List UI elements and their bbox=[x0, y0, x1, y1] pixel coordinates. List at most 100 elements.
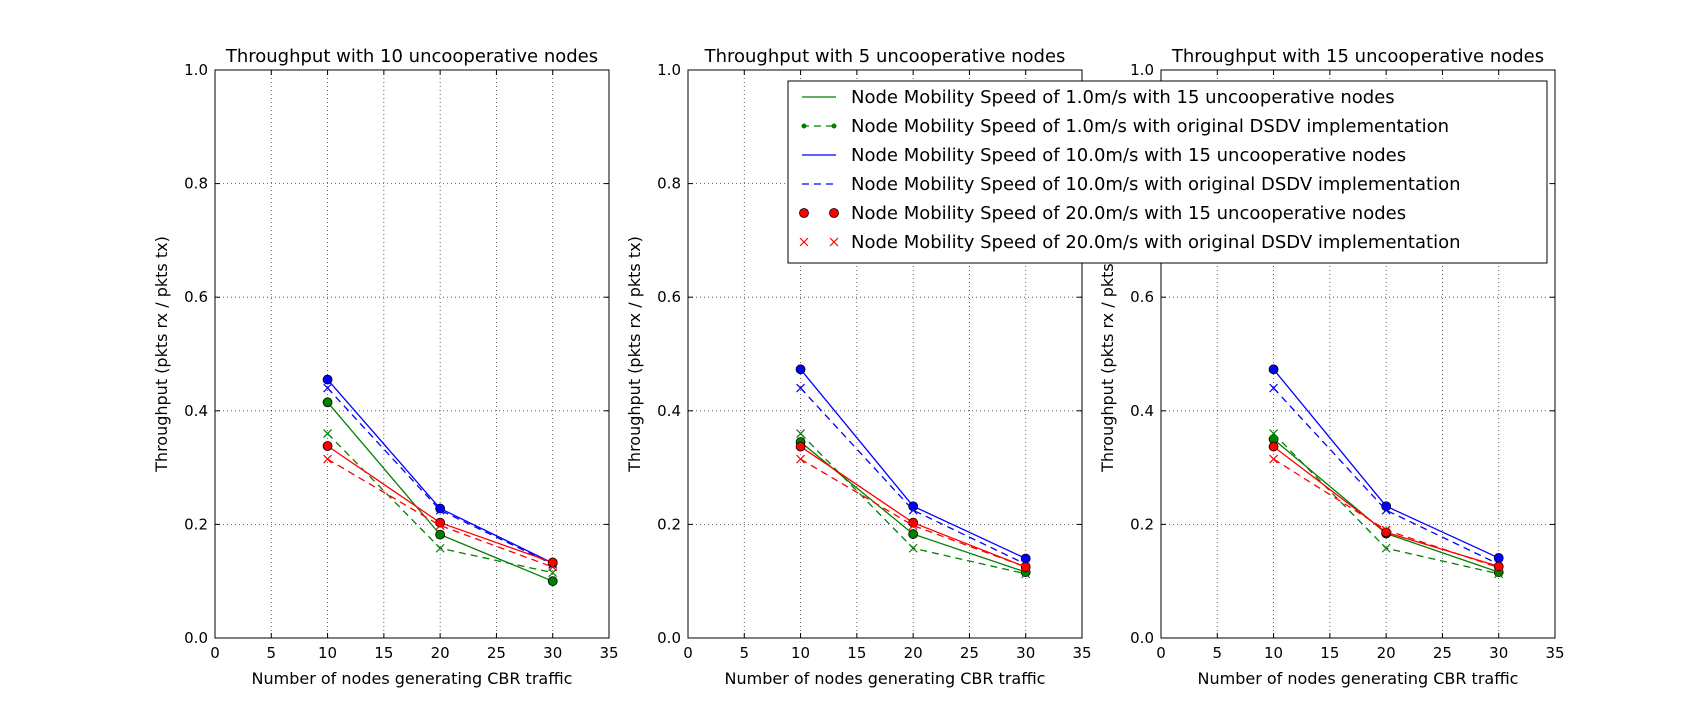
data-point bbox=[547, 557, 558, 568]
data-point bbox=[1381, 543, 1391, 553]
data-point bbox=[908, 521, 918, 530]
y-tick-label: 0.8 bbox=[657, 175, 681, 193]
data-point bbox=[795, 364, 806, 375]
x-tick-label: 30 bbox=[1016, 644, 1035, 662]
data-point bbox=[322, 397, 333, 408]
y-tick-label: 0.2 bbox=[1130, 515, 1154, 533]
data-point bbox=[908, 529, 919, 539]
data-point bbox=[796, 429, 805, 438]
y-tick-label: 0.0 bbox=[657, 629, 681, 647]
data-point bbox=[323, 383, 332, 393]
y-tick-label: 0.4 bbox=[184, 402, 208, 420]
legend-marker bbox=[801, 123, 807, 129]
x-tick-label: 35 bbox=[599, 644, 618, 662]
series-line bbox=[327, 458, 553, 568]
data-point bbox=[1021, 562, 1031, 572]
x-tick-label: 0 bbox=[683, 644, 693, 662]
data-point bbox=[548, 562, 558, 572]
data-point bbox=[1494, 563, 1504, 572]
x-tick-label: 25 bbox=[960, 644, 979, 662]
x-tick-label: 5 bbox=[1213, 644, 1223, 662]
legend-entry: Node Mobility Speed of 20.0m/s with 15 u… bbox=[799, 203, 1406, 224]
y-axis-label: Throughput (pkts rx / pkts tx) bbox=[152, 236, 171, 473]
x-tick-label: 0 bbox=[1156, 644, 1166, 662]
legend-marker bbox=[799, 237, 809, 247]
x-tick-label: 15 bbox=[1320, 644, 1339, 662]
data-point bbox=[908, 505, 918, 515]
chart-panel-1: 0 5 10 15 20 25 30 35 0.0 0.2 0.4 0.6 0.8 1.0 Throughp… bbox=[152, 46, 619, 688]
x-tick-label: 25 bbox=[1433, 644, 1452, 662]
legend-marker bbox=[829, 237, 839, 247]
x-axis-label: Number of nodes generating CBR traffic bbox=[1198, 669, 1519, 688]
legend-marker bbox=[831, 123, 837, 129]
chart-title: Throughput with 5 uncooperative nodes bbox=[704, 46, 1066, 67]
legend-marker bbox=[799, 208, 809, 218]
y-tick-label: 1.0 bbox=[657, 61, 681, 79]
x-axis-label: Number of nodes generating CBR traffic bbox=[252, 669, 573, 688]
data-point bbox=[1269, 383, 1278, 393]
x-tick-label: 15 bbox=[374, 644, 393, 662]
x-tick-label: 20 bbox=[904, 644, 923, 662]
legend-entry: Node Mobility Speed of 1.0m/s with origi… bbox=[801, 116, 1449, 137]
x-tick-label: 35 bbox=[1545, 644, 1564, 662]
data-point bbox=[323, 429, 332, 438]
series-line bbox=[1273, 458, 1499, 569]
x-tick-label: 10 bbox=[791, 644, 810, 662]
y-axis-label: Throughput (pkts rx / pkts tx) bbox=[625, 236, 644, 473]
axes-frame bbox=[687, 69, 1083, 639]
legend-entry: Node Mobility Speed of 1.0m/s with 15 un… bbox=[802, 87, 1395, 108]
data-point bbox=[1268, 441, 1279, 452]
chart-title: Throughput with 15 uncooperative nodes bbox=[1171, 46, 1544, 67]
legend-entry: Node Mobility Speed of 20.0m/s with orig… bbox=[799, 232, 1461, 253]
legend-label: Node Mobility Speed of 1.0m/s with origi… bbox=[851, 116, 1449, 137]
x-tick-label: 30 bbox=[1489, 644, 1508, 662]
x-tick-label: 5 bbox=[267, 644, 277, 662]
series-line bbox=[800, 458, 1026, 568]
x-tick-label: 30 bbox=[543, 644, 562, 662]
y-tick-label: 0.6 bbox=[657, 288, 681, 306]
data-point bbox=[322, 374, 333, 385]
x-tick-label: 0 bbox=[210, 644, 220, 662]
data-point bbox=[1268, 364, 1279, 375]
x-tick-label: 20 bbox=[431, 644, 450, 662]
data-point bbox=[1381, 505, 1391, 515]
x-axis-label: Number of nodes generating CBR traffic bbox=[725, 669, 1046, 688]
axes-frame bbox=[1160, 69, 1556, 639]
data-point bbox=[908, 543, 918, 553]
data-point bbox=[796, 454, 805, 464]
y-tick-label: 0.0 bbox=[1130, 629, 1154, 647]
data-point bbox=[435, 543, 445, 553]
legend-entry: Node Mobility Speed of 10.0m/s with 15 u… bbox=[802, 145, 1406, 166]
data-point bbox=[1494, 569, 1504, 579]
data-point bbox=[435, 529, 446, 540]
data-point bbox=[322, 441, 333, 451]
data-point bbox=[1493, 561, 1504, 572]
x-tick-label: 15 bbox=[847, 644, 866, 662]
legend-entry: Node Mobility Speed of 10.0m/s with orig… bbox=[802, 174, 1461, 195]
x-tick-label: 35 bbox=[1072, 644, 1091, 662]
y-tick-label: 0.2 bbox=[657, 515, 681, 533]
legend-label: Node Mobility Speed of 1.0m/s with 15 un… bbox=[851, 87, 1395, 108]
y-tick-label: 0.2 bbox=[184, 515, 208, 533]
y-tick-label: 0.4 bbox=[657, 402, 681, 420]
chart-panel-2: 0 5 10 15 20 25 30 35 0.0 0.2 0.4 0.6 0.8 1.0 Throughp… bbox=[625, 46, 1092, 688]
data-point bbox=[435, 505, 445, 515]
legend-box bbox=[787, 80, 1548, 264]
chart-title: Throughput with 10 uncooperative nodes bbox=[225, 46, 598, 67]
y-tick-label: 0.8 bbox=[184, 175, 208, 193]
y-tick-label: 0.6 bbox=[1130, 288, 1154, 306]
x-tick-label: 25 bbox=[487, 644, 506, 662]
y-tick-label: 1.0 bbox=[1130, 61, 1154, 79]
legend-label: Node Mobility Speed of 20.0m/s with 15 u… bbox=[851, 203, 1406, 224]
legend-label: Node Mobility Speed of 20.0m/s with orig… bbox=[851, 232, 1461, 253]
x-tick-label: 20 bbox=[1377, 644, 1396, 662]
y-axis-label: Throughput (pkts rx / pkts tx) bbox=[1098, 236, 1117, 473]
data-point bbox=[795, 441, 806, 452]
data-point bbox=[323, 454, 332, 464]
axes-frame bbox=[214, 69, 610, 639]
data-point bbox=[1269, 429, 1278, 438]
x-tick-label: 10 bbox=[318, 644, 337, 662]
y-tick-label: 0.4 bbox=[1130, 402, 1154, 420]
x-tick-label: 10 bbox=[1264, 644, 1283, 662]
